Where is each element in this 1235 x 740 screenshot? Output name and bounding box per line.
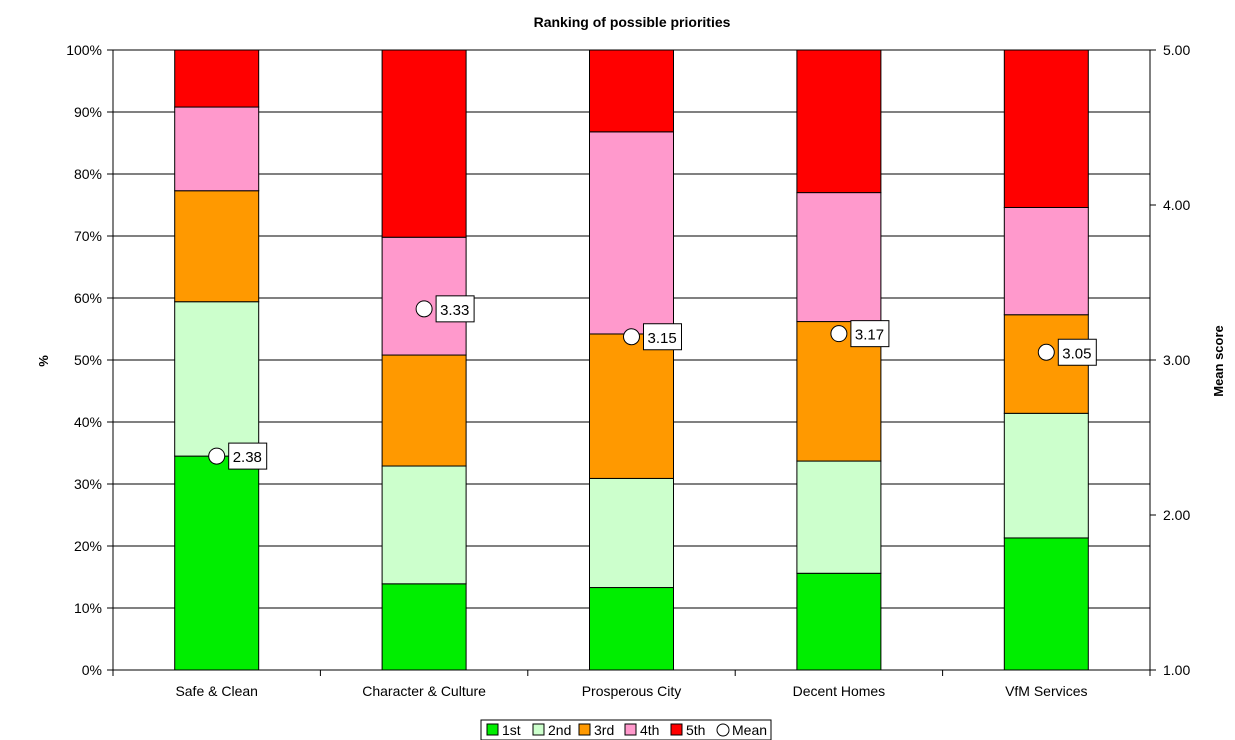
y-tick-label: 30% xyxy=(74,476,102,492)
bar-segment-4th xyxy=(796,192,882,323)
x-tick-label: Prosperous City xyxy=(582,683,682,699)
bar-segment-5th xyxy=(174,49,260,108)
legend-label: 3rd xyxy=(594,722,614,738)
bar-segment-1st xyxy=(796,572,882,671)
bar-segment-5th xyxy=(796,49,882,194)
y-tick-label: 50% xyxy=(74,352,102,368)
bar-segment-1st xyxy=(589,587,674,671)
x-tick-label: Decent Homes xyxy=(793,683,886,699)
legend-swatch-4th xyxy=(624,723,637,736)
y2-axis-label: Mean score xyxy=(1211,325,1226,397)
x-tick-label: VfM Services xyxy=(1005,683,1087,699)
mean-marker xyxy=(830,325,848,343)
legend-swatch-5th xyxy=(670,723,683,736)
bar-segment-3rd xyxy=(589,333,674,479)
bar-segment-2nd xyxy=(381,465,467,585)
legend-label: 1st xyxy=(502,722,521,738)
y2-tick-label: 4.00 xyxy=(1163,197,1190,213)
legend-label: 5th xyxy=(686,722,705,738)
bar-segment-2nd xyxy=(796,460,882,574)
mean-label-box xyxy=(1057,338,1097,366)
y2-tick-label: 1.00 xyxy=(1163,662,1190,678)
bar-segment-1st xyxy=(1003,537,1089,671)
bar-segment-2nd xyxy=(174,301,260,457)
y-tick-label: 40% xyxy=(74,414,102,430)
mean-marker xyxy=(415,300,433,318)
y-tick-label: 90% xyxy=(74,104,102,120)
bar-segment-4th xyxy=(1003,206,1089,316)
bar-segment-1st xyxy=(174,455,260,671)
legend-label: 4th xyxy=(640,722,659,738)
y-tick-label: 100% xyxy=(66,42,102,58)
legend-label: Mean xyxy=(732,722,767,738)
y-tick-label: 60% xyxy=(74,290,102,306)
mean-label: 3.15 xyxy=(648,330,677,347)
legend: 1st 2nd 3rd 4th 5th Mean xyxy=(480,719,772,740)
mean-label: 3.17 xyxy=(855,327,884,344)
y2-tick-label: 2.00 xyxy=(1163,507,1190,523)
bar-segment-1st xyxy=(381,583,467,671)
legend-swatch-3rd xyxy=(578,723,591,736)
y-tick-label: 0% xyxy=(82,662,102,678)
bar-segment-2nd xyxy=(589,477,674,589)
mean-markers: 2.38 3.33 3.15 3.17 3.05 xyxy=(208,295,1097,470)
mean-marker xyxy=(208,447,226,465)
chart-title: Ranking of possible priorities xyxy=(534,14,731,30)
y-tick-label: 80% xyxy=(74,166,102,182)
legend-swatch-2nd xyxy=(532,723,545,736)
mean-label-box xyxy=(850,320,890,348)
bar-segment-2nd xyxy=(1003,412,1089,539)
bar-segment-4th xyxy=(174,106,260,192)
y-tick-label: 20% xyxy=(74,538,102,554)
bar-segment-3rd xyxy=(174,190,260,303)
mean-label: 3.33 xyxy=(440,302,469,319)
mean-label-box xyxy=(643,323,682,351)
y-axis-label: % xyxy=(36,355,51,367)
y2-tick-label: 3.00 xyxy=(1163,352,1190,368)
x-tick-label: Safe & Clean xyxy=(175,683,258,699)
mean-label-box xyxy=(435,295,475,323)
mean-label: 3.05 xyxy=(1062,345,1091,362)
bar-segment-5th xyxy=(589,49,674,133)
x-tick-label: Character & Culture xyxy=(362,683,486,699)
legend-label: 2nd xyxy=(548,722,571,738)
y-axis-ticks: 0% 10% 20% 30% 40% 50% 60% 70% 80% 90% 100% xyxy=(66,42,113,678)
mean-label-box xyxy=(228,442,268,470)
y2-tick-label: 5.00 xyxy=(1163,42,1190,58)
mean-label: 2.38 xyxy=(233,449,262,466)
x-axis-labels: Safe & Clean Character & Culture Prosperou… xyxy=(175,670,1151,699)
legend-swatch-1st xyxy=(486,723,499,736)
bar-segment-5th xyxy=(1003,49,1089,208)
bar-segment-3rd xyxy=(381,354,467,467)
y-tick-label: 70% xyxy=(74,228,102,244)
mean-marker xyxy=(623,328,640,346)
bar-segment-5th xyxy=(381,49,467,238)
legend-marker-mean xyxy=(716,723,730,737)
y2-axis-ticks: 1.00 2.00 3.00 4.00 5.00 xyxy=(1150,42,1190,678)
mean-marker xyxy=(1037,343,1055,361)
bar-segment-4th xyxy=(589,131,674,335)
bar-groups xyxy=(174,49,1089,671)
bar-segment-3rd xyxy=(1003,314,1089,414)
y-tick-label: 10% xyxy=(74,600,102,616)
